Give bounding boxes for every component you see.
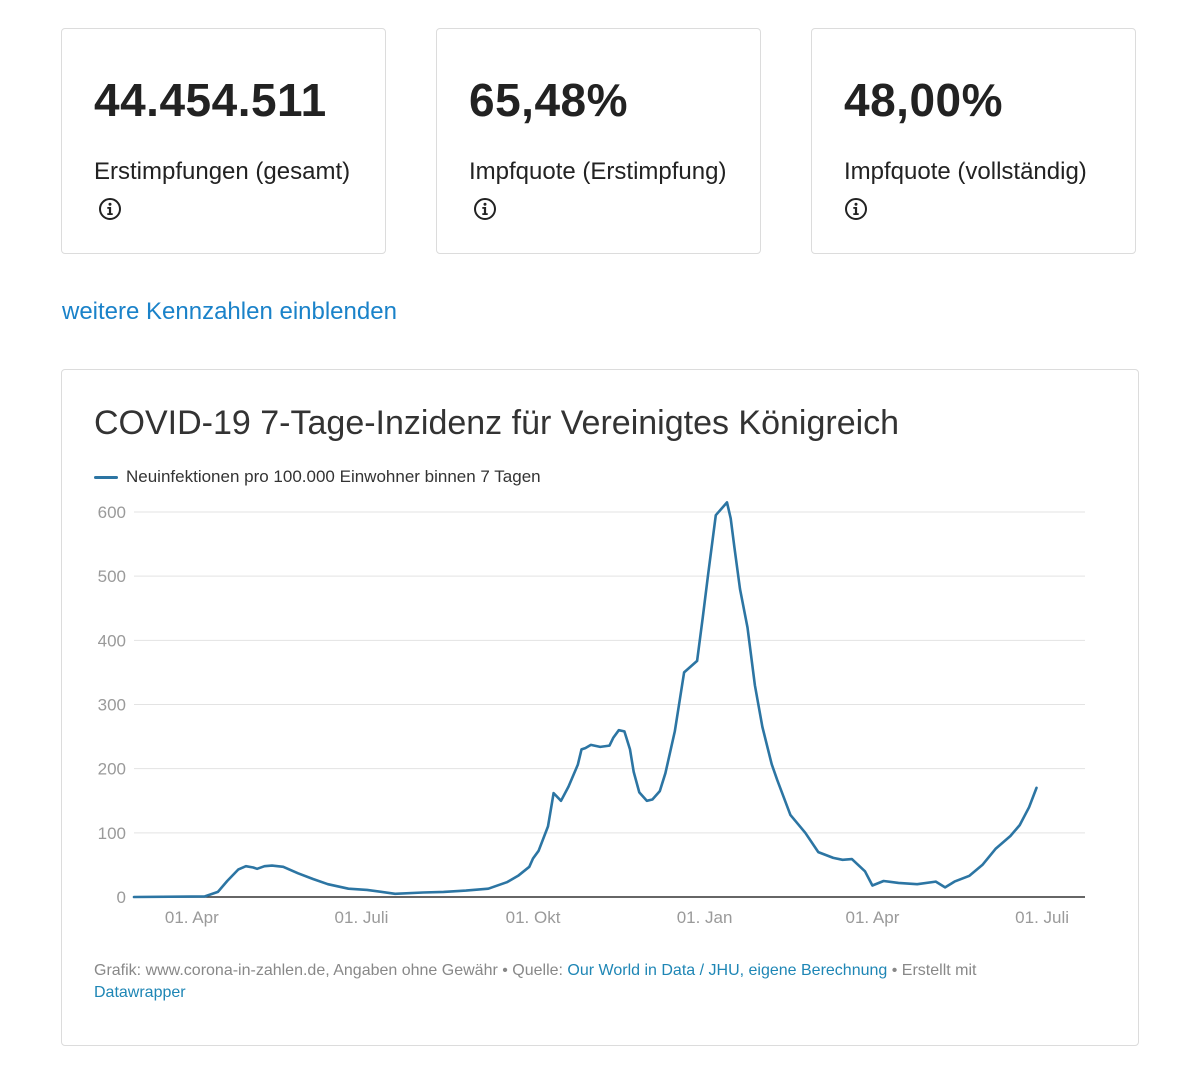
y-tick-label: 600 xyxy=(98,503,126,522)
show-more-metrics-link[interactable]: weitere Kennzahlen einblenden xyxy=(62,298,397,325)
datawrapper-link[interactable]: Datawrapper xyxy=(94,984,186,1001)
kpi-label: Impfquote (Erstimpfung) xyxy=(469,153,740,229)
y-tick-label: 100 xyxy=(98,824,126,843)
y-tick-label: 200 xyxy=(98,760,126,779)
y-tick-label: 500 xyxy=(98,567,126,586)
chart-card: COVID-19 7-Tage-Inzidenz für Vereinigtes… xyxy=(61,369,1139,1046)
chart-footer: Grafik: www.corona-in-zahlen.de, Angaben… xyxy=(94,960,1074,1004)
x-tick-label: 01. Juli xyxy=(335,908,389,927)
footer-middle: • Erstellt mit xyxy=(887,962,977,979)
series-line xyxy=(132,501,1038,899)
kpi-label: Impfquote (vollständig) xyxy=(844,153,1115,229)
x-tick-label: 01. Apr xyxy=(845,908,899,927)
x-tick-label: 01. Jan xyxy=(677,908,733,927)
y-tick-label: 300 xyxy=(98,696,126,715)
legend-label: Neuinfektionen pro 100.000 Einwohner bin… xyxy=(126,467,541,486)
x-tick-label: 01. Apr xyxy=(165,908,219,927)
kpi-card-vaccination-rate: 65,48% Impfquote (Erstimpfung) xyxy=(436,28,761,254)
incidence-chart: 0 100 200 300 400 500 600 01. Apr 01. Juli 01. Ok… xyxy=(98,501,1085,927)
source-link[interactable]: Our World in Data / JHU, eigene Berechnu… xyxy=(567,962,888,979)
chart-title: COVID-19 7-Tage-Inzidenz für Vereinigtes… xyxy=(94,404,900,442)
kpi-value: 48,00% xyxy=(844,74,1004,126)
kpi-card-full-vaccination-rate: 48,00% Impfquote (vollständig) xyxy=(811,28,1136,254)
y-tick-label: 400 xyxy=(98,631,126,650)
footer-credit: Grafik: www.corona-in-zahlen.de, Angaben… xyxy=(94,962,568,979)
legend-swatch xyxy=(94,475,118,479)
x-tick-label: 01. Juli xyxy=(1015,908,1069,927)
y-tick-label: 0 xyxy=(117,888,126,907)
info-icon[interactable] xyxy=(98,197,122,221)
kpi-card-first-doses: 44.454.511 Erstimpfungen (gesamt) xyxy=(61,28,386,254)
kpi-value: 65,48% xyxy=(469,74,629,126)
x-tick-label: 01. Okt xyxy=(506,908,561,927)
info-icon[interactable] xyxy=(844,197,868,221)
kpi-label: Erstimpfungen (gesamt) xyxy=(94,153,365,229)
info-icon[interactable] xyxy=(473,197,497,221)
chart-legend: Neuinfektionen pro 100.000 Einwohner bin… xyxy=(94,467,541,487)
kpi-value: 44.454.511 xyxy=(94,74,327,126)
